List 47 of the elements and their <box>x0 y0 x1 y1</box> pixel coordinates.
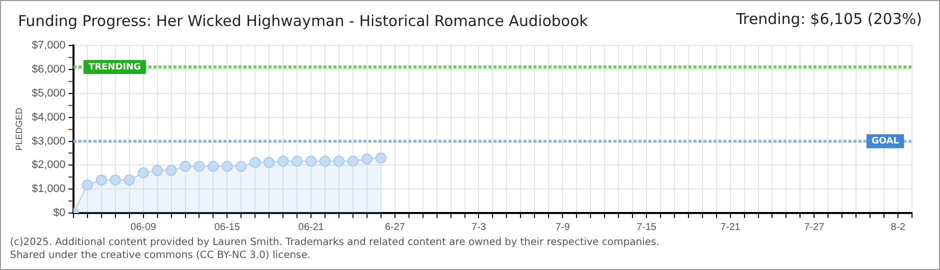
y-tick-label: $3,000 <box>32 135 66 148</box>
point <box>222 160 233 172</box>
point <box>375 152 386 164</box>
y-tick-label: $6,000 <box>32 64 66 76</box>
point <box>292 156 303 167</box>
ref-line-label: GOAL <box>872 136 900 147</box>
x-tick-label: 7-9 <box>555 222 570 233</box>
chart-title: Funding Progress: Her Wicked Highwayman - Historical Romance Audiobook <box>18 12 588 30</box>
ref-line-label: TRENDING <box>88 62 141 72</box>
x-tick-label: 7-21 <box>720 222 741 233</box>
point <box>208 160 219 172</box>
point <box>278 156 289 167</box>
x-tick-label: 7-27 <box>804 222 825 233</box>
point <box>152 164 163 176</box>
x-tick-label: 7-15 <box>636 222 657 233</box>
point <box>333 156 344 167</box>
y-tick-label: $4,000 <box>32 111 66 124</box>
text: (c)2025. Additional content provided by Lauren Smith. Trademarks and related content are owned by their respective companies. <box>10 236 660 249</box>
point <box>82 180 93 191</box>
point <box>110 174 121 186</box>
x-tick-label: 6-27 <box>384 222 406 233</box>
x-tick-label: 06-21 <box>298 222 324 233</box>
y-tick-label: $5,000 <box>32 87 66 100</box>
chart-subtitle: Trending: $6,105 (203%) <box>736 10 922 28</box>
y-axis-title: PLEDGED <box>14 107 24 151</box>
point <box>138 167 149 178</box>
x-tick-label: 06-09 <box>130 222 157 233</box>
point <box>166 164 177 176</box>
point <box>96 174 107 186</box>
text: Shared under the creative commons (CC BY-NC 3.0) license. <box>10 249 312 262</box>
x-tick-label: 8-2 <box>890 222 906 233</box>
x-tick-label: 7-3 <box>472 222 486 233</box>
point <box>194 160 205 172</box>
point <box>264 157 275 168</box>
y-tick-label: $2,000 <box>32 159 66 172</box>
point <box>361 153 372 164</box>
x-tick-label: 06-15 <box>214 222 240 233</box>
point <box>347 156 358 167</box>
y-tick-label: $1,000 <box>32 183 66 196</box>
point <box>250 157 261 168</box>
point <box>236 160 247 172</box>
point <box>306 156 317 167</box>
y-tick-label: $7,000 <box>32 40 66 52</box>
y-tick-label: $0 <box>53 207 66 220</box>
point <box>124 174 135 186</box>
point <box>180 160 191 172</box>
point <box>320 156 331 167</box>
